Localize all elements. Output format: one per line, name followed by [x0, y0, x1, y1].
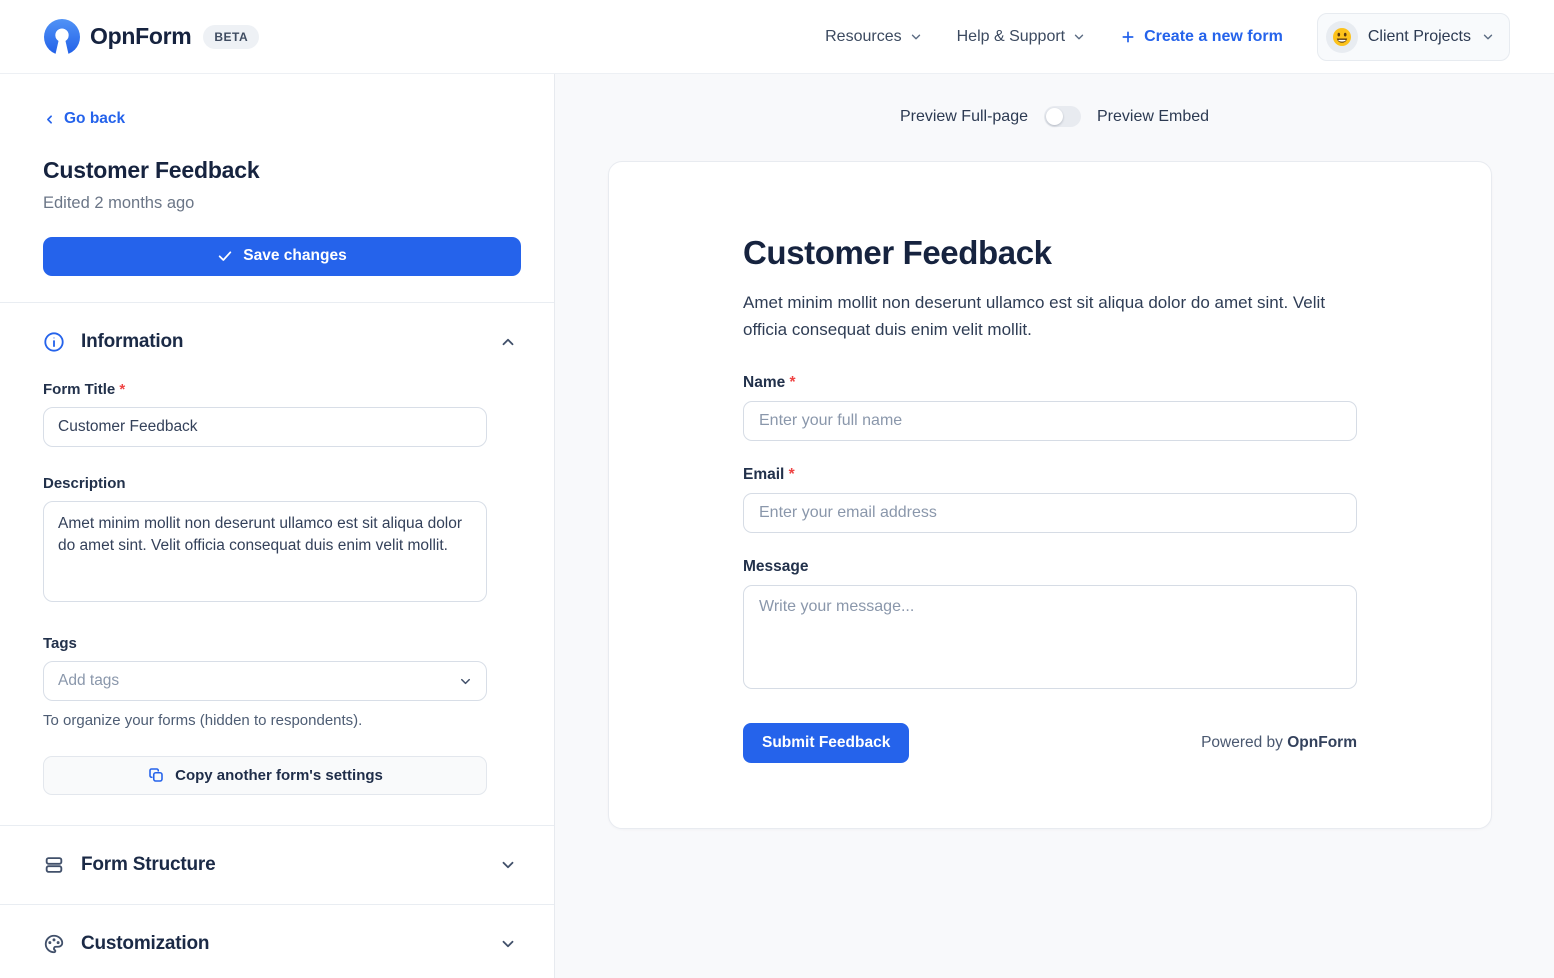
message-label-text: Message: [743, 558, 809, 576]
name-input[interactable]: [743, 401, 1357, 442]
required-asterisk: *: [789, 374, 796, 392]
form-structure-section-title: Form Structure: [81, 853, 216, 875]
divider: [0, 903, 554, 905]
preview-mode-toggle-row: Preview Full-page Preview Embed: [555, 106, 1554, 127]
preview-mode-switch[interactable]: [1044, 106, 1081, 127]
save-changes-button[interactable]: Save changes: [43, 236, 521, 276]
preview-area: Preview Full-page Preview Embed Customer…: [555, 74, 1554, 978]
information-section-body: Form Title * Description Amet minim moll…: [43, 381, 517, 825]
help-support-menu-button[interactable]: Help & Support: [957, 28, 1087, 46]
resources-label: Resources: [825, 27, 902, 45]
preview-name-field: Name *: [743, 374, 1357, 442]
preview-fullpage-label: Preview Full-page: [899, 107, 1028, 125]
smiley-emoji-icon: [1332, 27, 1352, 47]
page-body: Go back Customer Feedback Edited 2 month…: [0, 74, 1554, 978]
opnform-logo-icon: [44, 18, 80, 55]
create-new-form-label: Create a new form: [1144, 27, 1283, 45]
edited-status: Edited 2 months ago: [43, 193, 195, 212]
name-label: Name *: [743, 374, 1357, 392]
copy-form-settings-label: Copy another form's settings: [175, 766, 383, 784]
go-back-label: Go back: [64, 110, 126, 127]
chevron-down-icon: [499, 935, 517, 953]
email-label-text: Email: [743, 466, 785, 484]
brand-name: OpnForm: [90, 23, 192, 49]
description-label: Description: [43, 474, 126, 492]
powered-by-text: Powered by: [1201, 734, 1283, 752]
info-circle-icon: [43, 331, 65, 353]
tags-helper-text: To organize your forms (hidden to respon…: [43, 711, 363, 729]
chevron-left-icon: [43, 113, 56, 126]
form-structure-section-header[interactable]: Form Structure: [43, 826, 517, 904]
divider: [0, 301, 554, 303]
nav-left-group: OpnForm BETA: [44, 18, 260, 55]
message-label: Message: [743, 558, 1357, 576]
chevron-down-icon: [1072, 30, 1086, 44]
chevron-down-icon: [1481, 30, 1495, 44]
switch-knob: [1046, 108, 1063, 125]
email-input[interactable]: [743, 493, 1357, 534]
form-title-input[interactable]: [43, 406, 487, 447]
workspace-avatar: [1325, 20, 1358, 53]
tags-input[interactable]: [43, 660, 487, 701]
help-support-label: Help & Support: [956, 27, 1066, 45]
resources-menu-button[interactable]: Resources: [825, 28, 922, 46]
form-title-label-text: Form Title: [43, 380, 116, 398]
information-section-title: Information: [81, 330, 184, 352]
divider: [0, 824, 554, 826]
rows-stack-icon: [43, 854, 65, 876]
copy-icon: [147, 766, 165, 784]
required-asterisk: *: [788, 466, 795, 484]
name-label-text: Name: [743, 374, 786, 392]
submit-feedback-button[interactable]: Submit Feedback: [743, 723, 910, 764]
description-textarea[interactable]: Amet minim mollit non deserunt ullamco e…: [43, 500, 487, 602]
customization-section-header[interactable]: Customization: [43, 905, 517, 978]
chevron-up-icon: [499, 333, 517, 351]
chevron-down-icon: [909, 30, 923, 44]
top-navbar: OpnForm BETA Resources Help & Support Cr…: [0, 0, 1554, 74]
plus-icon: [1120, 29, 1136, 45]
save-changes-label: Save changes: [243, 247, 347, 264]
go-back-link[interactable]: Go back: [43, 110, 125, 128]
create-new-form-button[interactable]: Create a new form: [1120, 28, 1283, 46]
check-icon: [217, 248, 233, 264]
workspace-switcher[interactable]: Client Projects: [1316, 12, 1510, 61]
powered-by-opnform: Powered by OpnForm: [1201, 734, 1357, 752]
preview-message-field: Message: [743, 558, 1357, 694]
preview-form-description: Amet minim mollit non deserunt ullamco e…: [743, 293, 1326, 340]
information-section-header[interactable]: Information: [43, 303, 517, 381]
preview-form-title: Customer Feedback: [743, 234, 1052, 271]
form-settings-sidebar: Go back Customer Feedback Edited 2 month…: [0, 74, 555, 978]
form-preview-card: Customer Feedback Amet minim mollit non …: [608, 161, 1492, 829]
message-textarea[interactable]: [743, 585, 1357, 690]
preview-email-field: Email *: [743, 466, 1357, 534]
beta-badge: BETA: [203, 24, 260, 49]
palette-icon: [43, 933, 65, 955]
workspace-name: Client Projects: [1367, 27, 1471, 45]
powered-by-brand: OpnForm: [1287, 734, 1357, 752]
form-title-label: Form Title *: [43, 381, 517, 398]
copy-form-settings-button[interactable]: Copy another form's settings: [43, 755, 487, 795]
customization-section-title: Customization: [81, 932, 210, 954]
nav-right-group: Resources Help & Support Create a new fo…: [825, 12, 1510, 61]
brand-home-link[interactable]: OpnForm: [44, 18, 192, 55]
form-name-title: Customer Feedback: [43, 156, 260, 183]
email-label: Email *: [743, 466, 1357, 484]
tags-label: Tags: [43, 634, 77, 652]
chevron-down-icon: [499, 856, 517, 874]
required-asterisk: *: [119, 380, 126, 398]
preview-embed-label: Preview Embed: [1097, 107, 1210, 125]
